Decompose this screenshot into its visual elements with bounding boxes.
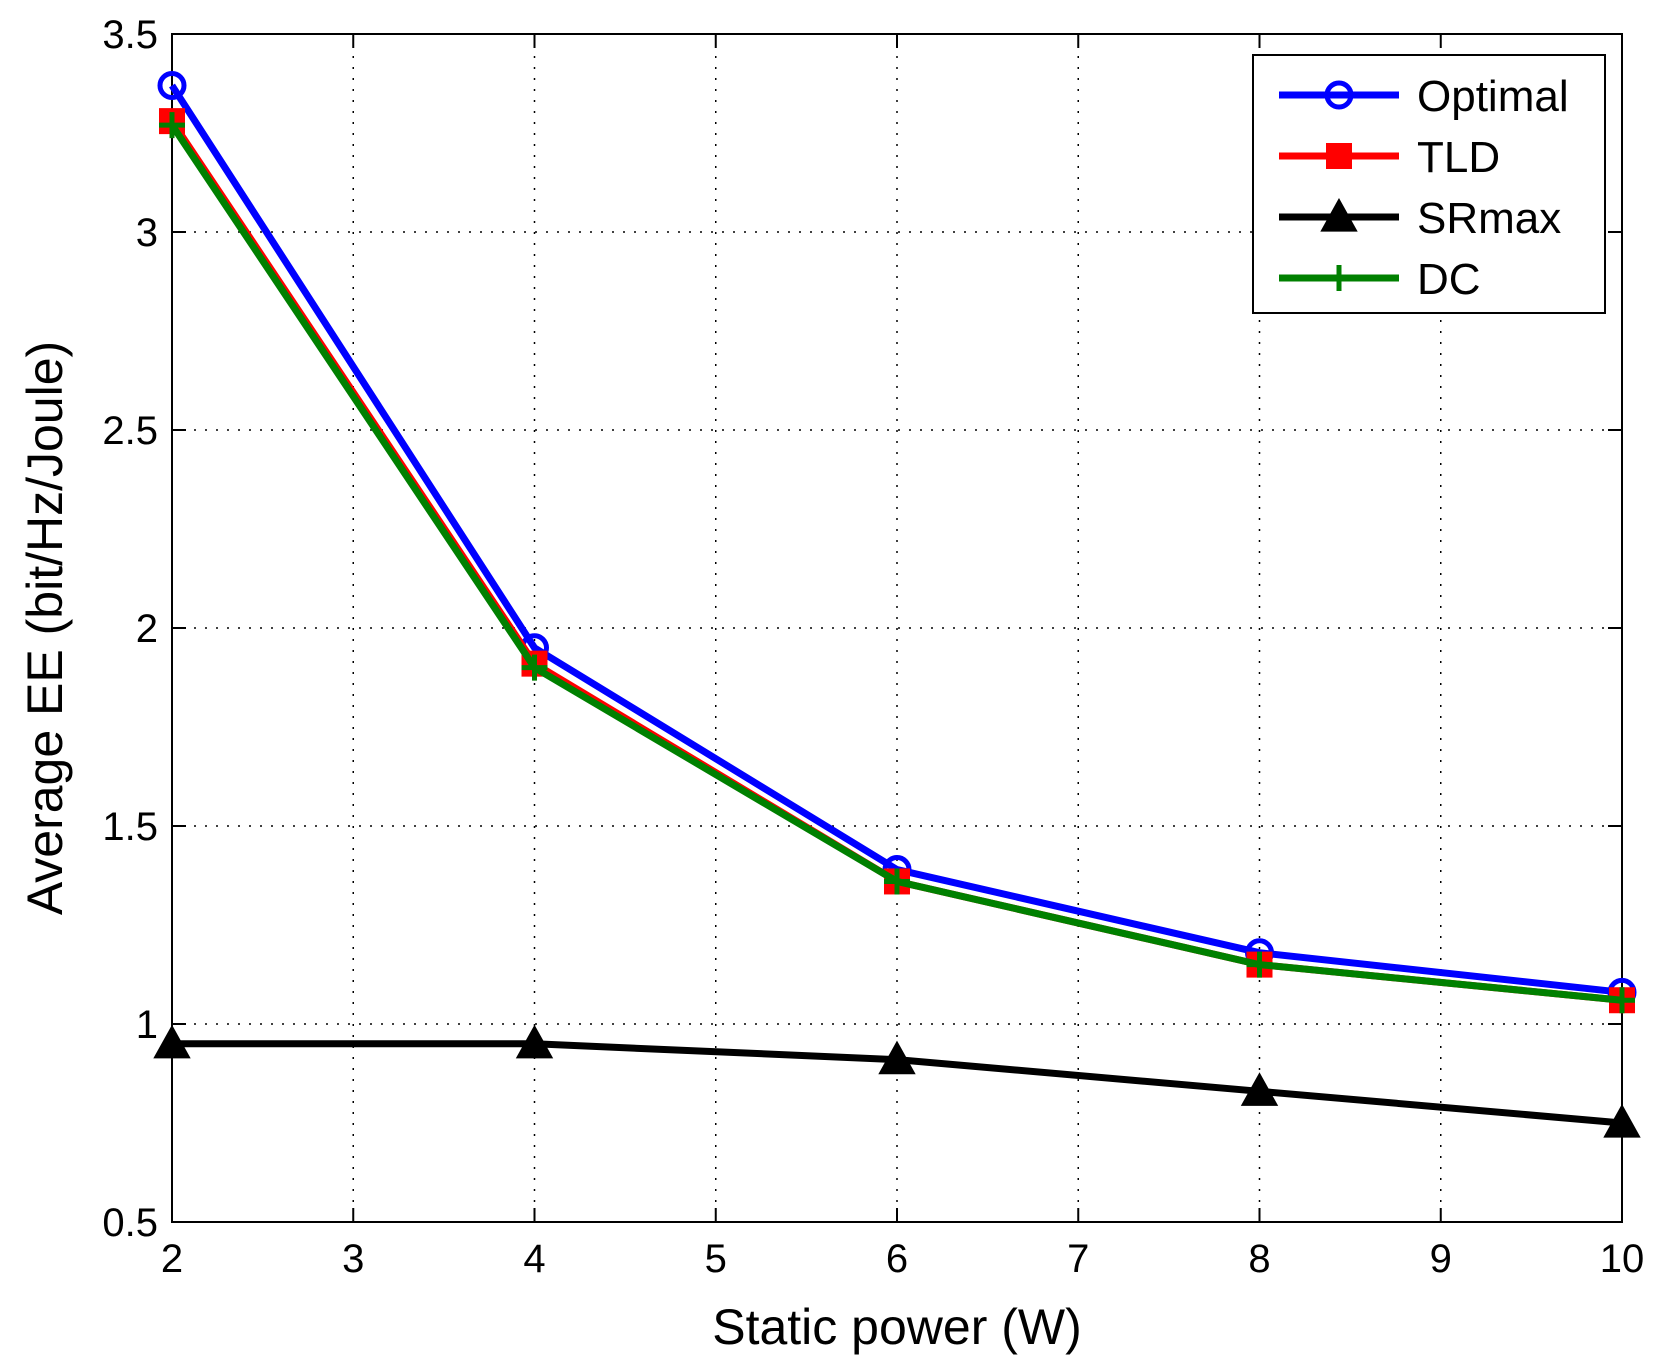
legend: Optimal TLD SRmax DC: [1252, 54, 1606, 314]
legend-item-dc: DC: [1279, 255, 1481, 304]
legend-item-optimal: Optimal: [1279, 72, 1569, 121]
data-point-dc: [884, 868, 910, 895]
plot-frame: [171, 33, 1623, 1223]
y-tick-label: 1: [136, 1003, 158, 1047]
x-tick-label: 9: [1430, 1237, 1452, 1281]
legend-label: SRmax: [1417, 194, 1561, 243]
x-tick-label: 6: [886, 1237, 908, 1281]
series-srmax: [153, 1024, 1641, 1138]
x-tick-label: 3: [342, 1237, 364, 1281]
legend-marker: [1326, 265, 1352, 291]
y-tick-label: 1.5: [102, 805, 158, 849]
x-tick-label: 10: [1600, 1237, 1645, 1281]
series-dc: [159, 112, 1635, 1014]
data-point-srmax: [153, 1024, 191, 1059]
x-tick-label: 4: [523, 1237, 545, 1281]
y-tick-label: 0.5: [102, 1201, 158, 1245]
data-point-srmax: [1240, 1072, 1279, 1106]
x-tick-label: 7: [1067, 1237, 1089, 1281]
y-tick-label: 2.5: [102, 409, 158, 453]
y-tick-label: 3.5: [102, 13, 158, 57]
data-point-srmax: [1603, 1103, 1641, 1138]
data-point-dc: [1246, 951, 1273, 978]
legend-item-srmax: SRmax: [1279, 194, 1561, 243]
data-point-dc: [521, 654, 548, 681]
legend-label: DC: [1417, 255, 1481, 304]
legend-marker: [1320, 197, 1358, 232]
tick-labels: 2 3 4 5 6 7 8 9 10 0.5 1 1.5 2 2.5 3 3.5: [102, 13, 1644, 1281]
data-series: [153, 70, 1641, 1138]
y-tick-label: 2: [136, 607, 158, 651]
legend-label: Optimal: [1417, 72, 1569, 121]
data-point-optimal: [157, 70, 187, 100]
y-tick-label: 3: [136, 211, 158, 255]
legend-item-tld: TLD: [1279, 133, 1500, 182]
x-axis-title: Static power (W): [712, 1299, 1082, 1355]
data-point-srmax: [515, 1024, 554, 1059]
data-point-srmax: [878, 1040, 916, 1075]
x-tick-label: 2: [161, 1237, 183, 1281]
legend-marker: [1324, 80, 1354, 110]
data-point-dc: [159, 112, 185, 139]
legend-box: [1252, 54, 1606, 314]
legend-marker: [1326, 143, 1352, 169]
y-axis-title: Average EE (bit/Hz/Joule): [17, 341, 73, 915]
legend-label: TLD: [1417, 133, 1500, 182]
x-tick-label: 5: [705, 1237, 727, 1281]
x-tick-label: 8: [1248, 1237, 1270, 1281]
data-point-dc: [1609, 987, 1635, 1014]
